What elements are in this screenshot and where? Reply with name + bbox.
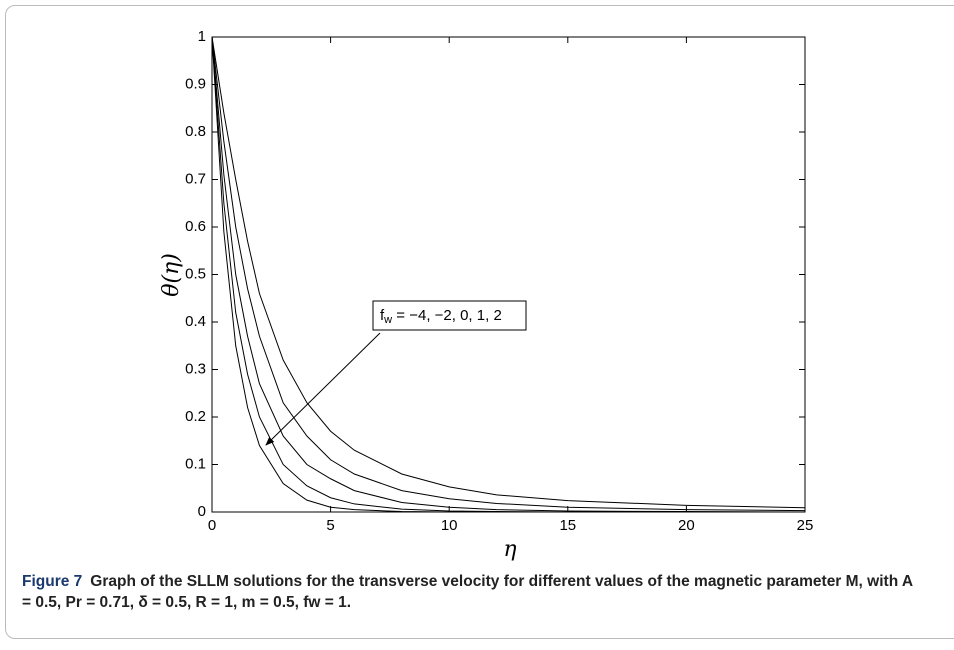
- y-axis-label: θ(η): [159, 253, 184, 297]
- figure-frame: [5, 5, 954, 639]
- caption-text: Graph of the SLLM solutions for the tran…: [22, 573, 913, 611]
- curve: [211, 36, 806, 513]
- x-tick-label: 10: [441, 517, 458, 534]
- y-tick-label: 0.6: [185, 218, 206, 235]
- x-tick-label: 20: [678, 517, 695, 534]
- y-tick-label: 0.5: [185, 265, 206, 282]
- x-axis-label: η: [503, 537, 516, 562]
- curve: [211, 36, 806, 509]
- caption: Figure 7 Graph of the SLLM solutions for …: [22, 571, 922, 613]
- x-tick-label: 15: [559, 517, 576, 534]
- y-tick-label: 0: [198, 503, 206, 520]
- y-tick-label: 0.1: [185, 455, 206, 472]
- y-tick-label: 0.9: [185, 75, 206, 92]
- x-tick-label: 5: [326, 517, 334, 534]
- curve: [211, 36, 805, 513]
- y-tick-label: 1: [198, 28, 206, 45]
- annotation-arrow: [265, 332, 381, 446]
- y-tick-label: 0.3: [185, 360, 206, 377]
- y-tick-label: 0.4: [185, 313, 206, 330]
- curve: [211, 36, 805, 513]
- y-tick-label: 0.7: [185, 170, 206, 187]
- annotation-symbol: f: [380, 307, 385, 324]
- annotation-text: = −4, −2, 0, 1, 2: [392, 307, 502, 324]
- y-tick-label: 0.8: [185, 123, 206, 140]
- x-tick-label: 0: [208, 517, 216, 534]
- y-tick-label: 0.2: [185, 408, 206, 425]
- annotation-subscript: w: [383, 314, 392, 326]
- annotation: fw = −4, −2, 0, 1, 2: [380, 307, 502, 326]
- x-tick-label: 25: [797, 517, 814, 534]
- plot-frame: [211, 36, 806, 513]
- annotation-box: [372, 300, 527, 331]
- caption-label: Figure 7: [22, 573, 83, 590]
- curve: [211, 36, 806, 512]
